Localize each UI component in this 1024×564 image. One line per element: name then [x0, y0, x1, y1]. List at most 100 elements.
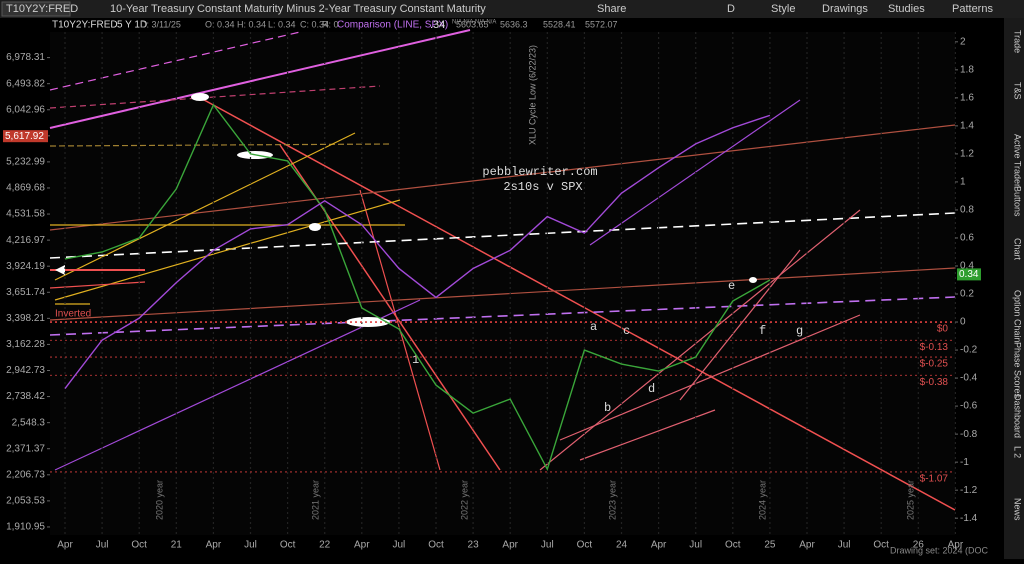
y2-tick-label: 0	[960, 317, 966, 328]
y-tick-label: 4,869.68	[6, 183, 45, 194]
button[interactable]: Style	[771, 3, 795, 15]
x-tick-label: 25	[764, 540, 776, 551]
y-tick-label: 3,651.74	[6, 287, 45, 298]
y-tick-label: 6,042.96	[6, 104, 45, 115]
arrow	[55, 265, 65, 275]
level-label: $-1.07	[920, 474, 949, 485]
y-tick-label: 3,924.19	[6, 261, 45, 272]
sidebar-tab[interactable]: News	[1013, 498, 1023, 521]
x-tick-label: Jul	[541, 540, 554, 551]
x-tick-label: Jul	[689, 540, 702, 551]
y2-tick-label: 1.2	[960, 149, 974, 160]
x-tick-label: Apr	[57, 540, 73, 551]
sidebar-tab[interactable]: T&S	[1013, 82, 1023, 100]
series-line	[64, 114, 771, 389]
y-tick-label: 4,216.97	[6, 235, 45, 246]
header-value: D: 3/11/25	[140, 19, 181, 29]
header-value: C: 0.34	[300, 19, 329, 29]
level-label: $-0.13	[920, 342, 949, 353]
x-tick-label: Apr	[651, 540, 667, 551]
trendline	[54, 299, 421, 471]
trendline	[49, 296, 956, 336]
trendline	[54, 199, 401, 301]
x-tick-label: Oct	[873, 540, 889, 551]
trendline	[49, 31, 301, 91]
header-value: R: 0	[322, 19, 339, 29]
year-label: 2023 year	[607, 480, 617, 520]
series-line	[64, 103, 771, 471]
header-value: O: 0.34	[205, 19, 235, 29]
status: Drawing set: 2024 (DOC	[890, 545, 989, 555]
wave-label: c	[623, 324, 630, 338]
button[interactable]: D	[727, 3, 735, 15]
x-tick-label: Apr	[948, 540, 964, 551]
trendline	[49, 143, 391, 147]
y-tick-label: 2,206.73	[6, 469, 45, 480]
marker	[191, 93, 209, 101]
year-label: 2025 year	[905, 480, 915, 520]
button[interactable]: Studies	[888, 3, 925, 15]
y-tick-label: 3,162.28	[6, 339, 45, 350]
wave-label: g	[796, 324, 803, 338]
marker	[309, 223, 321, 231]
symbol[interactable]: T10Y2Y:FRED	[6, 3, 78, 15]
sidebar-tab[interactable]: Buttons	[1013, 186, 1023, 217]
year-label: 2024 year	[757, 480, 767, 520]
button[interactable]: Share	[597, 3, 626, 15]
price-box	[3, 130, 48, 143]
y2-tick-label: -1	[960, 457, 969, 468]
annotation: pebblewriter.com	[482, 165, 597, 179]
trendline	[194, 94, 956, 511]
sidebar-tab[interactable]: Active Trader	[1013, 134, 1023, 187]
price-label: 0.34	[959, 269, 979, 280]
sidebar-tab[interactable]: Chart	[1013, 238, 1023, 261]
y2-tick-label: -0.2	[960, 345, 978, 356]
x-tick-label: Jul	[393, 540, 406, 551]
trendline	[559, 314, 861, 441]
sidebar-tab[interactable]: L 2	[1013, 446, 1023, 458]
y2-tick-label: 0.4	[960, 261, 974, 272]
y2-tick-label: 1.4	[960, 121, 974, 132]
header-value: 5636.3	[500, 19, 528, 29]
y-tick-label: 5,232.99	[6, 157, 45, 168]
header-value: 5528.41	[543, 19, 576, 29]
header-value: N/A N/A	[475, 20, 496, 26]
y-tick-label: 6,978.31	[6, 52, 45, 63]
button[interactable]: Patterns	[952, 3, 993, 15]
sidebar-tab[interactable]: Dashboard	[1013, 394, 1023, 438]
wave-label: a	[590, 320, 597, 334]
y-tick-label: 3,398.21	[6, 313, 45, 324]
y2-tick-label: 1	[960, 177, 966, 188]
trendline	[49, 85, 381, 109]
header-value: 5572.07	[585, 19, 618, 29]
y-tick-label: 2,371.37	[6, 443, 45, 454]
symbol-box[interactable]	[1, 1, 71, 17]
comparison: Comparison (LINE, SPX)	[337, 20, 448, 31]
marker	[749, 277, 757, 283]
year-label: 2020 year	[154, 480, 164, 520]
y2-tick-label: 0.2	[960, 289, 974, 300]
wave-label: f	[759, 324, 766, 338]
y2-tick-label: 0.8	[960, 205, 974, 216]
header-value: H: 0.34	[237, 19, 266, 29]
button[interactable]: Drawings	[822, 3, 868, 15]
sidebar-tab[interactable]: Option Chain	[1013, 290, 1023, 343]
series-symbol: T10Y2Y:FRED	[52, 20, 118, 31]
x-tick-label: 21	[171, 540, 183, 551]
sidebar-tab[interactable]: Phase Scores	[1013, 342, 1023, 399]
x-tick-label: Apr	[206, 540, 222, 551]
sidebar-tab[interactable]: Trade	[1013, 30, 1023, 53]
x-tick-label: Jul	[96, 540, 109, 551]
y2-tick-label: 0.6	[960, 233, 974, 244]
header-value: .34	[430, 19, 445, 31]
annotation: XLU Cycle Low (6/22/23)	[527, 45, 537, 145]
y-tick-label: 4,531.58	[6, 209, 45, 220]
x-tick-label: Apr	[502, 540, 518, 551]
level-label: $0	[937, 324, 949, 335]
y-tick-label: 2,548.3	[12, 417, 46, 428]
trendline	[54, 132, 356, 281]
x-tick-label: 26	[913, 540, 925, 551]
y2-tick-label: -0.6	[960, 401, 978, 412]
x-tick-label: Jul	[244, 540, 257, 551]
